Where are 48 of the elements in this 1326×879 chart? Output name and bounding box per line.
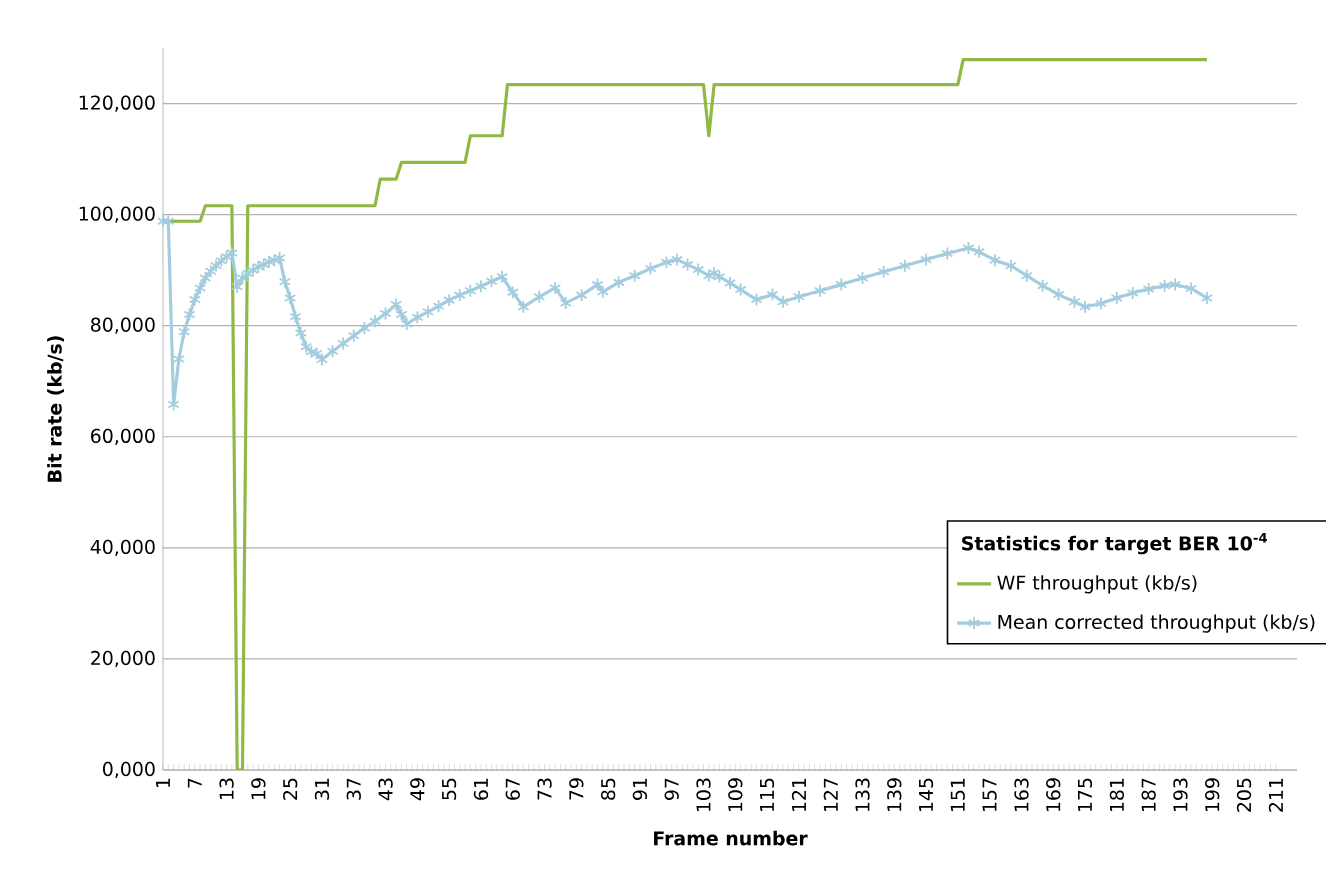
x-tick-label: 55 (442, 778, 457, 800)
x-tick-label: 145 (919, 778, 934, 812)
y-tick-label: 40,000 (90, 539, 155, 556)
legend-label: WF throughput (kb/s) (997, 575, 1197, 594)
x-tick-label: 127 (823, 778, 838, 812)
y-tick-label: 80,000 (91, 317, 155, 334)
x-tick-label: 49 (410, 778, 425, 801)
x-tick-label: 115 (760, 778, 775, 812)
x-tick-label: 163 (1014, 778, 1029, 812)
x-tick-label: 103 (696, 778, 711, 812)
x-tick-label: 79 (569, 778, 584, 800)
x-tick-label: 31 (314, 778, 330, 800)
y-tick-label: 20,000 (91, 650, 155, 668)
x-tick-label: 205 (1236, 778, 1252, 812)
y-tick-label: 100,000 (79, 206, 155, 223)
x-tick-label: 193 (1173, 778, 1188, 812)
x-tick-label: 211 (1268, 778, 1283, 812)
x-tick-label: 43 (378, 778, 393, 801)
x-tick-label: 181 (1109, 778, 1125, 812)
x-tick-label: 169 (1046, 778, 1061, 812)
x-tick-label: 85 (600, 778, 616, 800)
x-tick-label: 61 (473, 778, 489, 800)
y-tick-label: 0,000 (103, 761, 155, 779)
x-axis-title: Frame number (654, 830, 808, 846)
legend-title: Statistics for target BER 10$^{-4}$ (962, 532, 1267, 555)
x-tick-label: 19 (251, 778, 266, 800)
legend-label: Mean corrected throughput (kb/s) (998, 614, 1315, 633)
x-tick-label: 73 (537, 778, 552, 800)
x-tick-label: 187 (1141, 778, 1156, 812)
x-tick-label: 199 (1205, 778, 1220, 812)
x-tick-label: 7 (187, 778, 202, 788)
y-tick-label: 120,000 (79, 95, 155, 112)
x-tick-label: 133 (855, 778, 870, 812)
x-tick-label: 97 (664, 778, 679, 800)
x-tick-label: 139 (887, 778, 902, 812)
y-axis-title: Bit rate (kb/s) (47, 336, 65, 482)
x-tick-label: 67 (505, 778, 520, 800)
x-tick-label: 37 (346, 778, 361, 800)
y-tick-label: 60,000 (91, 428, 155, 445)
x-tick-label: 109 (728, 778, 743, 812)
x-tick-label: 121 (791, 778, 806, 812)
x-tick-label: 25 (283, 778, 298, 800)
x-tick-label: 1 (156, 778, 170, 787)
x-tick-label: 91 (632, 778, 648, 800)
x-tick-label: 175 (1078, 778, 1093, 812)
x-tick-label: 151 (950, 778, 965, 812)
x-tick-label: 157 (982, 778, 997, 812)
x-tick-label: 13 (219, 778, 234, 800)
